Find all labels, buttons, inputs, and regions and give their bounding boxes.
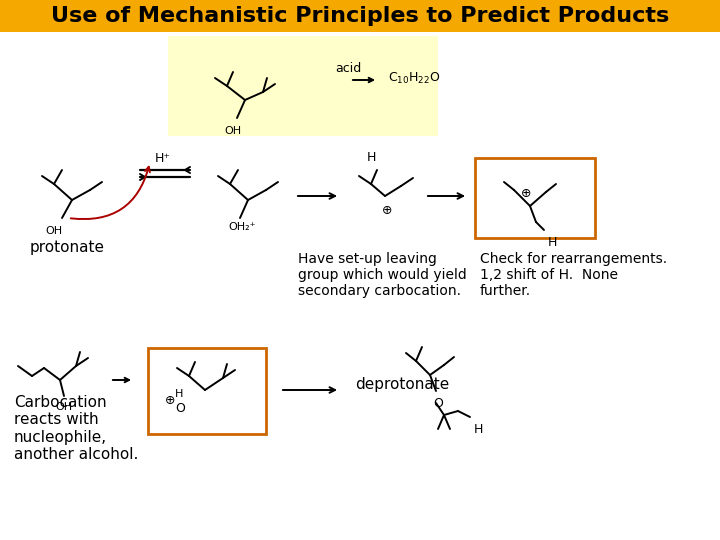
Bar bbox=[148, 348, 266, 434]
Text: protonate: protonate bbox=[30, 240, 104, 255]
Text: Check for rearrangements.
1,2 shift of H.  None
further.: Check for rearrangements. 1,2 shift of H… bbox=[480, 252, 667, 299]
Text: acid: acid bbox=[335, 62, 361, 75]
Text: H: H bbox=[366, 151, 376, 164]
Bar bbox=[168, 36, 438, 136]
Text: H: H bbox=[473, 423, 482, 436]
Text: OH: OH bbox=[45, 226, 63, 236]
Text: OH: OH bbox=[55, 402, 73, 412]
Text: Use of Mechanistic Principles to Predict Products: Use of Mechanistic Principles to Predict… bbox=[51, 6, 669, 26]
Text: Have set-up leaving
group which would yield
secondary carbocation.: Have set-up leaving group which would yi… bbox=[298, 252, 467, 299]
Bar bbox=[475, 158, 595, 238]
Text: deprotonate: deprotonate bbox=[355, 377, 449, 393]
Text: O: O bbox=[175, 402, 185, 415]
Text: Carbocation
reacts with
nucleophile,
another alcohol.: Carbocation reacts with nucleophile, ano… bbox=[14, 395, 138, 462]
Text: H: H bbox=[175, 389, 183, 399]
Text: ⊕: ⊕ bbox=[164, 394, 175, 407]
Text: OH₂⁺: OH₂⁺ bbox=[228, 222, 256, 232]
Text: OH: OH bbox=[225, 126, 242, 136]
Text: H⁺: H⁺ bbox=[155, 152, 171, 165]
Text: ⊕: ⊕ bbox=[382, 204, 392, 217]
Text: ⊕: ⊕ bbox=[521, 187, 531, 200]
Text: H: H bbox=[547, 236, 557, 249]
Bar bbox=[0, 0, 720, 32]
Text: O: O bbox=[433, 397, 443, 410]
Text: C$_{10}$H$_{22}$O: C$_{10}$H$_{22}$O bbox=[388, 70, 441, 85]
